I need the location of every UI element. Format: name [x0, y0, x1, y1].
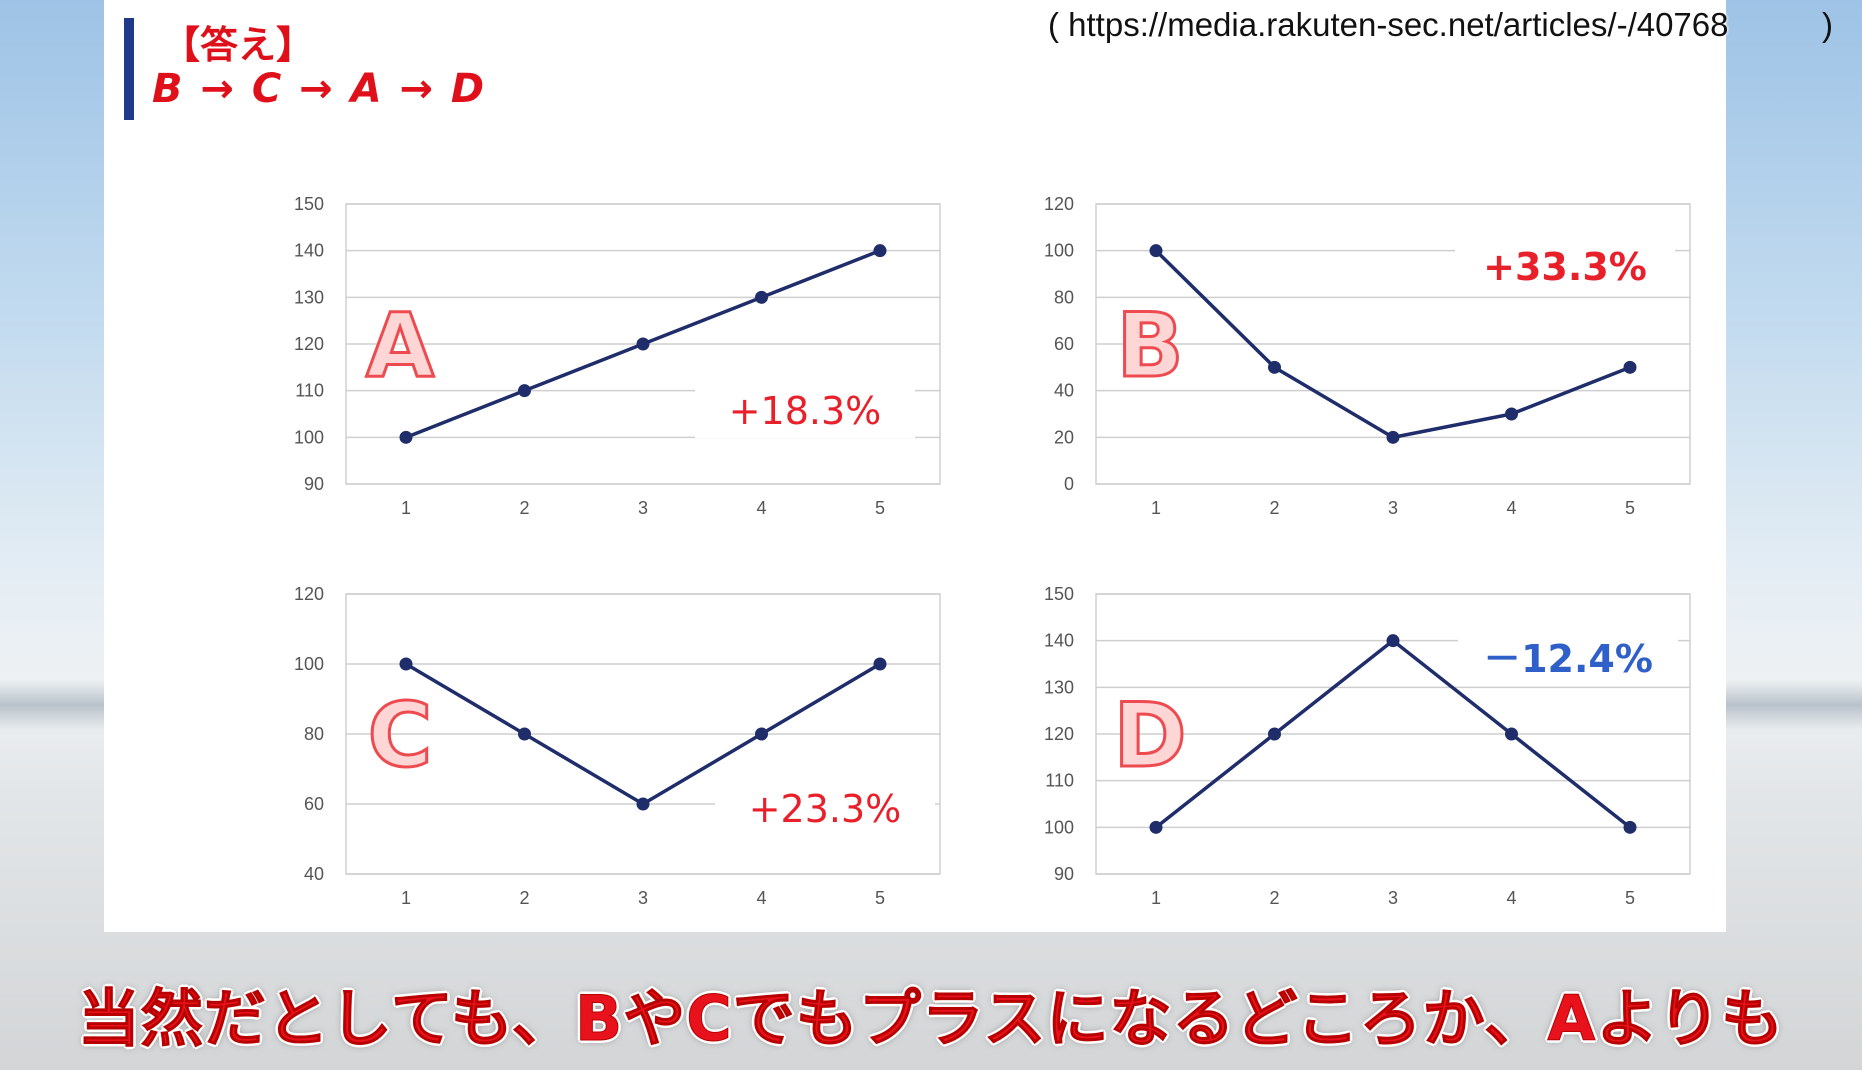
return-annotation: +18.3% — [729, 389, 882, 433]
y-tick-label: 100 — [1044, 241, 1074, 261]
y-tick-label: 60 — [304, 794, 324, 814]
data-point — [1623, 820, 1637, 834]
data-point — [636, 797, 650, 811]
x-tick-label: 1 — [401, 498, 411, 518]
answer-sequence: B → C → A → D — [152, 66, 487, 112]
data-point — [518, 727, 531, 741]
annotation-background — [1458, 634, 1678, 686]
chart-letter-label: C — [368, 684, 433, 787]
y-tick-label: 110 — [295, 381, 324, 401]
x-tick-label: 3 — [638, 498, 648, 518]
data-point — [1386, 430, 1400, 444]
data-point — [636, 337, 650, 351]
y-tick-label: 90 — [1054, 864, 1074, 884]
y-tick-label: 40 — [304, 864, 324, 884]
y-tick-label: 60 — [1054, 334, 1074, 354]
x-tick-label: 3 — [638, 888, 648, 908]
annotation-background — [1455, 242, 1675, 294]
y-tick-label: 40 — [1054, 381, 1074, 401]
annotation-background — [695, 386, 915, 438]
y-tick-label: 140 — [1044, 631, 1074, 651]
x-tick-label: 4 — [1506, 498, 1516, 518]
return-annotation: +33.3% — [1483, 245, 1647, 289]
data-point — [1505, 727, 1518, 741]
answer-accent-bar — [124, 18, 134, 120]
source-url-close-paren: ) — [1822, 6, 1833, 43]
data-point — [1268, 360, 1281, 374]
y-tick-label: 120 — [294, 334, 324, 354]
y-tick-label: 20 — [1054, 427, 1074, 447]
y-tick-label: 140 — [294, 241, 324, 261]
data-point — [1268, 727, 1281, 741]
data-point — [1505, 407, 1518, 421]
x-tick-label: 2 — [519, 498, 529, 518]
chart-d: 90 100 110 120 130 140 150 1 2 3 4 5 D －12.4% — [1044, 584, 1691, 908]
x-tick-label: 5 — [1625, 498, 1635, 518]
x-tick-label: 3 — [1388, 498, 1398, 518]
chart-a: 90 100 110 120 130 140 150 1 2 3 4 5 A +18.3% — [294, 194, 941, 518]
x-tick-label: 2 — [519, 888, 529, 908]
y-tick-label: 100 — [294, 654, 324, 674]
data-point — [399, 657, 413, 671]
y-tick-label: 130 — [294, 287, 324, 307]
x-tick-label: 5 — [1625, 888, 1635, 908]
y-tick-label: 80 — [304, 724, 324, 744]
chart-letter-label: A — [366, 294, 434, 397]
x-tick-label: 1 — [1151, 498, 1161, 518]
y-tick-label: 0 — [1064, 474, 1074, 494]
x-tick-label: 4 — [756, 498, 766, 518]
data-point — [755, 290, 768, 304]
y-tick-label: 100 — [1044, 817, 1074, 837]
answer-title: 【答え】 — [162, 23, 315, 67]
x-tick-label: 1 — [1151, 888, 1161, 908]
x-tick-label: 2 — [1269, 888, 1279, 908]
y-tick-label: 130 — [1044, 677, 1074, 697]
x-tick-label: 1 — [401, 888, 411, 908]
y-tick-label: 120 — [294, 584, 324, 604]
x-tick-label: 4 — [1506, 888, 1516, 908]
y-tick-label: 120 — [1044, 194, 1074, 214]
data-point — [1149, 244, 1163, 258]
return-annotation: －12.4% — [1483, 637, 1653, 681]
source-url: ( https://media.rakuten-sec.net/articles… — [1048, 6, 1729, 43]
y-tick-label: 150 — [1044, 584, 1074, 604]
subtitle-caption: 当然だとしても、BやCでもプラスになるどころか、Aよりも — [77, 982, 1785, 1056]
x-tick-label: 5 — [875, 498, 885, 518]
return-annotation: +23.3% — [749, 787, 902, 831]
y-tick-label: 150 — [294, 194, 324, 214]
annotation-background — [715, 784, 935, 836]
data-point — [1149, 820, 1163, 834]
data-point — [399, 430, 413, 444]
y-tick-label: 120 — [1044, 724, 1074, 744]
x-tick-label: 2 — [1269, 498, 1279, 518]
y-tick-label: 80 — [1054, 287, 1074, 307]
data-point — [1386, 634, 1400, 648]
x-tick-label: 5 — [875, 888, 885, 908]
data-point — [518, 384, 531, 398]
chart-letter-label: B — [1116, 294, 1183, 397]
data-point — [873, 657, 887, 671]
data-point — [873, 244, 887, 258]
y-tick-label: 100 — [294, 427, 324, 447]
data-point — [755, 727, 768, 741]
chart-b: 0 20 40 60 80 100 120 1 2 3 4 5 B +33.3% — [1044, 194, 1691, 518]
y-tick-label: 90 — [304, 474, 324, 494]
chart-c: 40 60 80 100 120 1 2 3 4 5 C +23.3% — [294, 584, 941, 908]
x-tick-label: 4 — [756, 888, 766, 908]
data-point — [1623, 360, 1637, 374]
x-tick-label: 3 — [1388, 888, 1398, 908]
chart-letter-label: D — [1113, 684, 1186, 787]
y-tick-label: 110 — [1045, 771, 1074, 791]
